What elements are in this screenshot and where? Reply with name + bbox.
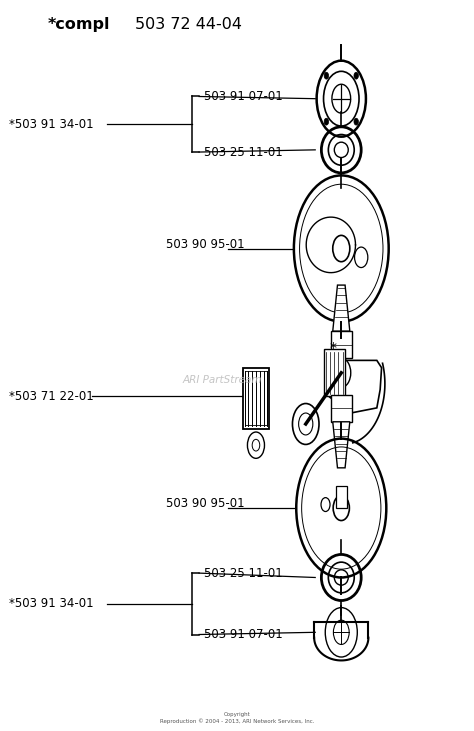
Circle shape [354,118,358,125]
Polygon shape [329,360,382,413]
Polygon shape [331,331,352,358]
Text: 503 90 95-01: 503 90 95-01 [166,497,245,510]
Text: 503 25 11-01: 503 25 11-01 [204,145,283,159]
FancyBboxPatch shape [243,368,269,429]
Circle shape [332,358,351,387]
Circle shape [354,72,358,79]
Text: *: * [329,341,337,355]
FancyBboxPatch shape [336,486,346,508]
FancyBboxPatch shape [324,349,345,396]
Polygon shape [331,395,352,422]
Circle shape [324,118,328,125]
Polygon shape [333,285,350,331]
Text: 503 25 11-01: 503 25 11-01 [204,567,283,580]
Text: Copyright
Reproduction © 2004 - 2013, ARI Network Services, Inc.: Copyright Reproduction © 2004 - 2013, AR… [160,711,314,724]
Text: *503 91 34-01: *503 91 34-01 [9,597,94,610]
Text: *compl: *compl [47,17,110,31]
Text: 503 72 44-04: 503 72 44-04 [135,17,242,31]
Text: 503 90 95-01: 503 90 95-01 [166,238,245,251]
Text: ARI PartStream: ARI PartStream [183,375,263,385]
Text: *503 71 22-01: *503 71 22-01 [9,390,94,403]
Text: 503 91 07-01: 503 91 07-01 [204,90,283,103]
Circle shape [292,404,319,444]
Text: 503 91 07-01: 503 91 07-01 [204,628,283,641]
Circle shape [247,432,264,458]
Text: *503 91 34-01: *503 91 34-01 [9,118,94,131]
Polygon shape [333,422,350,468]
Circle shape [324,72,328,79]
